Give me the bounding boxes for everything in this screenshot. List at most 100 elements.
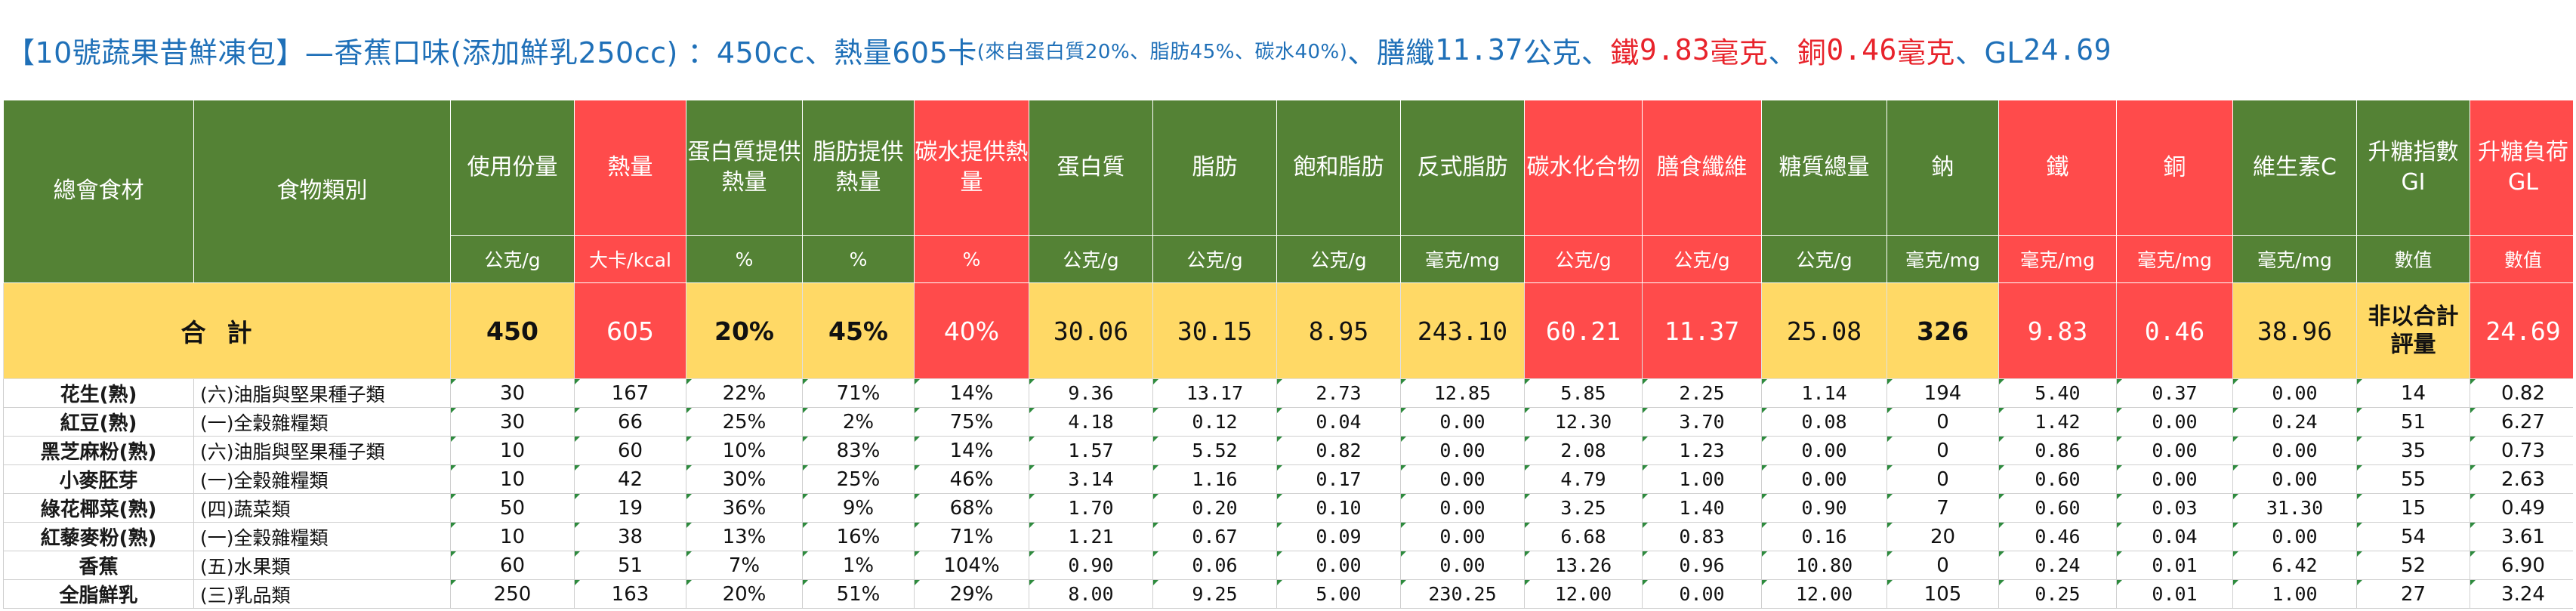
title-separator: 、: [1768, 35, 1797, 69]
title-gl-label: 、GL: [1954, 35, 2024, 69]
cell-saturated-fat: 0.10: [1276, 493, 1401, 523]
cell-protein-energy: 22%: [686, 378, 803, 408]
cell-protein-energy: 25%: [686, 407, 803, 437]
title-energy-breakdown: (來自蛋白質20%、脂肪45%、碳水40%): [976, 40, 1348, 63]
title-iron-label: 鐵: [1610, 35, 1640, 69]
cell-iron: 5.40: [1998, 378, 2117, 408]
header-dietary-fiber: 膳食纖維: [1642, 100, 1762, 236]
unit-glycemic-index: 數值: [2356, 235, 2470, 283]
cell-vitamin-c: 0.00: [2232, 378, 2357, 408]
cell-serving: 30: [450, 407, 575, 437]
cell-total-sugar: 1.14: [1761, 378, 1887, 408]
cell-saturated-fat: 0.04: [1276, 407, 1401, 437]
total-carbohydrate: 60.21: [1524, 282, 1643, 379]
cell-sodium: 0: [1886, 436, 1999, 465]
cell-carb-energy: 75%: [914, 407, 1029, 437]
title-fiber-unit: 公克、: [1522, 35, 1611, 69]
cell-ingredient: 紅藜麥粉(熟): [3, 522, 194, 551]
cell-fat-energy: 2%: [802, 407, 915, 437]
header-protein-energy: 蛋白質提供熱量: [686, 100, 803, 236]
cell-protein-energy: 30%: [686, 464, 803, 494]
cell-food-category: (一)全穀雜糧類: [193, 407, 451, 437]
cell-saturated-fat: 2.73: [1276, 378, 1401, 408]
cell-food-category: (六)油脂與堅果種子類: [193, 436, 451, 465]
unit-serving: 公克/g: [450, 235, 575, 283]
unit-carbohydrate: 公克/g: [1524, 235, 1643, 283]
header-glycemic-load: 升糖負荷GL: [2470, 100, 2573, 236]
cell-glycemic-index: 27: [2356, 579, 2470, 609]
header-serving: 使用份量: [450, 100, 575, 236]
cell-glycemic-index: 52: [2356, 551, 2470, 580]
table-row: 綠花椰菜(熟) (四)蔬菜類 50 19 36% 9% 68% 1.70 0.20 0.10 0.0…: [3, 493, 2573, 523]
total-fat: 30.15: [1152, 282, 1277, 379]
cell-carbohydrate: 2.08: [1524, 436, 1643, 465]
cell-glycemic-index: 51: [2356, 407, 2470, 437]
cell-protein: 1.57: [1029, 436, 1153, 465]
cell-iron: 0.60: [1998, 493, 2117, 523]
cell-calories: 60: [574, 436, 686, 465]
total-trans-fat: 243.10: [1400, 282, 1525, 379]
cell-protein: 0.90: [1029, 551, 1153, 580]
cell-trans-fat: 12.85: [1400, 378, 1525, 408]
cell-protein-energy: 20%: [686, 579, 803, 609]
cell-iron: 0.24: [1998, 551, 2117, 580]
cell-carbohydrate: 6.68: [1524, 522, 1643, 551]
cell-trans-fat: 0.00: [1400, 407, 1525, 437]
cell-carbohydrate: 12.00: [1524, 579, 1643, 609]
cell-glycemic-load: 0.82: [2470, 378, 2573, 408]
cell-total-sugar: 0.16: [1761, 522, 1887, 551]
cell-carb-energy: 68%: [914, 493, 1029, 523]
cell-carbohydrate: 3.25: [1524, 493, 1643, 523]
cell-dietary-fiber: 1.23: [1642, 436, 1762, 465]
cell-calories: 167: [574, 378, 686, 408]
cell-food-category: (三)乳品類: [193, 579, 451, 609]
cell-copper: 0.04: [2116, 522, 2233, 551]
cell-protein: 4.18: [1029, 407, 1153, 437]
title-iron-unit: 毫克: [1710, 35, 1769, 69]
header-vitamin-c: 維生素C: [2232, 100, 2357, 236]
cell-iron: 0.60: [1998, 464, 2117, 494]
header-row: 總會食材 食物類別 使用份量 熱量 蛋白質提供熱量 脂肪提供熱量 碳水提供熱量 蛋白質 脂肪 飽和…: [3, 100, 2573, 283]
title-iron-value: 9.83: [1639, 33, 1711, 66]
cell-total-sugar: 12.00: [1761, 579, 1887, 609]
total-total-sugar: 25.08: [1761, 282, 1887, 379]
cell-fat-energy: 71%: [802, 378, 915, 408]
total-glycemic-index: 非以合計評量: [2356, 282, 2470, 379]
cell-copper: 0.01: [2116, 551, 2233, 580]
cell-trans-fat: 0.00: [1400, 551, 1525, 580]
cell-carbohydrate: 12.30: [1524, 407, 1643, 437]
cell-fat: 5.52: [1152, 436, 1277, 465]
cell-dietary-fiber: 2.25: [1642, 378, 1762, 408]
cell-total-sugar: 0.08: [1761, 407, 1887, 437]
page-title: 【10號蔬果昔鮮凍包】—香蕉口味(添加鮮乳250cc) ：450cc、熱量605…: [0, 0, 2576, 100]
cell-carb-energy: 46%: [914, 464, 1029, 494]
cell-calories: 19: [574, 493, 686, 523]
title-copper-unit: 毫克: [1896, 35, 1955, 69]
total-vitamin-c: 38.96: [2232, 282, 2357, 379]
unit-sodium: 毫克/mg: [1886, 235, 1999, 283]
cell-trans-fat: 0.00: [1400, 493, 1525, 523]
cell-saturated-fat: 5.00: [1276, 579, 1401, 609]
header-fat: 脂肪: [1152, 100, 1277, 236]
cell-dietary-fiber: 0.83: [1642, 522, 1762, 551]
cell-calories: 66: [574, 407, 686, 437]
cell-glycemic-index: 54: [2356, 522, 2470, 551]
cell-trans-fat: 0.00: [1400, 464, 1525, 494]
header-sodium: 鈉: [1886, 100, 1999, 236]
total-row: 合計 450 605 20% 45% 40% 30.06 30.15 8.95 243.10 60.…: [3, 282, 2573, 379]
cell-ingredient: 黑芝麻粉(熟): [3, 436, 194, 465]
cell-fat-energy: 51%: [802, 579, 915, 609]
cell-glycemic-index: 35: [2356, 436, 2470, 465]
table-row: 小麥胚芽 (一)全穀雜糧類 10 42 30% 25% 46% 3.14 1.16 0.17 0.0…: [3, 464, 2573, 494]
header-calories: 熱量: [574, 100, 686, 236]
header-carb-energy: 碳水提供熱量: [914, 100, 1029, 236]
cell-fat: 0.06: [1152, 551, 1277, 580]
total-fat-energy: 45%: [802, 282, 915, 379]
title-main: 【10號蔬果昔鮮凍包】—香蕉口味(添加鮮乳250cc) ：450cc、熱量605…: [6, 35, 977, 69]
cell-glycemic-load: 3.61: [2470, 522, 2573, 551]
total-saturated-fat: 8.95: [1276, 282, 1401, 379]
cell-vitamin-c: 6.42: [2232, 551, 2357, 580]
cell-glycemic-index: 15: [2356, 493, 2470, 523]
cell-carbohydrate: 13.26: [1524, 551, 1643, 580]
cell-calories: 42: [574, 464, 686, 494]
